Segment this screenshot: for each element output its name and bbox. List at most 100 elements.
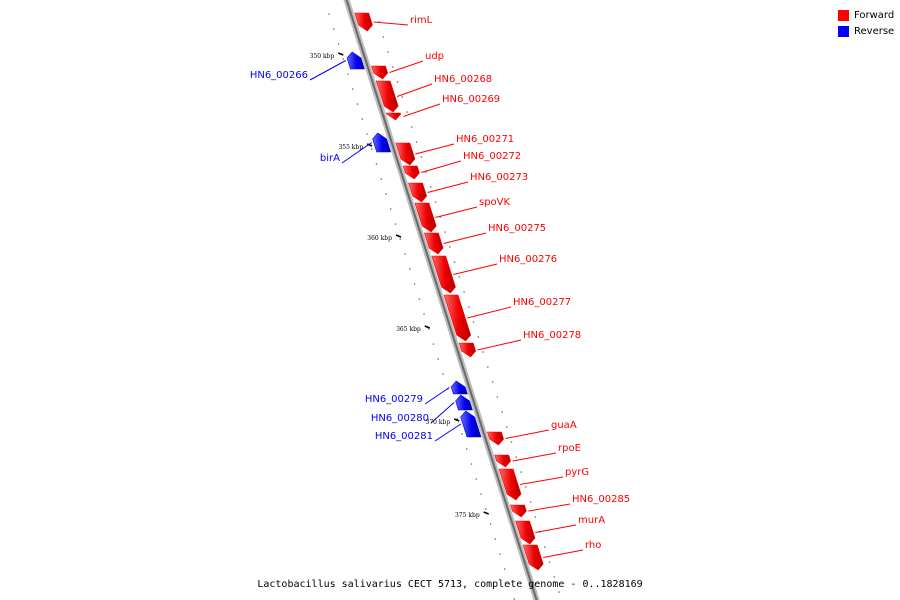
gene-leader-line [453,263,498,275]
track-dot [553,576,556,578]
ruler-dot [332,28,335,30]
ruler-dot [380,178,383,180]
legend-forward-label: Forward [854,9,895,21]
track-dot [534,516,537,518]
scale-label: 370 kbp [426,419,451,426]
gene-leader-line [477,339,522,351]
gene-leader-line [519,476,564,485]
track-dot [401,96,404,98]
gene-hn6_00272 [402,165,420,180]
ruler-dot [503,568,506,570]
gene-leader-line [427,181,469,193]
gene-hn6_00268 [375,80,399,113]
scale-tick [453,418,460,422]
track-dot [406,111,408,113]
gene-leader-line [505,429,550,439]
gene-leader-line [373,21,409,26]
track-dot [392,66,394,68]
ruler-dot [461,433,463,435]
ruler-dot [484,508,487,510]
ruler-dot [480,493,482,495]
ruler-dot [465,448,468,450]
gene-rho [522,544,544,571]
track-dot [520,471,522,473]
track-dot [472,321,475,323]
gene-hn6_00275 [423,232,444,255]
ruler-dot [399,238,402,240]
track-dot [491,381,494,383]
ruler-dot [418,298,421,300]
ruler-dot [328,13,330,15]
gene-leader-line [528,503,571,512]
ruler-dot [413,283,416,285]
gene-label: rpoE [558,443,581,454]
scale-label: 350 kbp [310,53,335,60]
track-dot [506,426,508,428]
track-dot [434,201,437,203]
gene-leader-line [512,452,557,462]
forward-swatch [838,9,849,21]
ruler-dot [475,478,478,480]
gene-label: HN6_00273 [470,172,528,183]
gene-leader-line [434,423,462,442]
ruler-dot [442,373,444,375]
gene-label: HN6_00278 [523,330,581,341]
gene-label: HN6_00275 [488,223,546,234]
track-dot [453,261,456,263]
gene-leader-line [424,387,450,405]
ruler-dot [513,598,516,600]
legend-forward: Forward [838,8,894,22]
gene-hn6_00277 [443,294,472,342]
scale-tick [483,511,489,515]
scale-label: 355 kbp [338,144,363,151]
scale-tick [338,52,344,56]
gene-leader-line [467,306,512,319]
ruler-dot [342,58,345,60]
gene-hn6_00278 [458,342,477,358]
gene-bira [372,132,392,153]
gene-mura [515,520,536,545]
gene-leader-line [535,524,577,533]
gene-leader-line [543,549,584,558]
ruler-dot [347,73,349,75]
gene-hn6_00280 [455,394,473,411]
track-dot [411,126,413,128]
ruler-dot [423,313,425,315]
track-dot [396,81,399,83]
track-dot [468,306,470,308]
track-dot [382,36,385,38]
gene-leader-line [403,103,441,117]
gene-pyrg [498,468,522,501]
track-dot [548,561,551,563]
track-dot [558,591,560,593]
track-dot [449,246,451,248]
gene-leader-line [435,206,478,218]
gene-label: udp [425,51,444,62]
gene-label: HN6_00281 [375,431,433,442]
gene-label: rimL [410,15,433,26]
gene-label: murA [578,515,605,526]
gene-hn6_00276 [431,255,456,294]
legend-reverse: Reverse [838,24,894,38]
scale-tick [424,325,431,329]
scale-label: 365 kbp [396,326,421,333]
gene-leader-line [309,60,346,81]
track-dot [477,336,480,338]
gene-label: HN6_00276 [499,254,557,265]
track-dot [515,456,518,458]
legend-reverse-label: Reverse [854,25,895,37]
gene-label: HN6_00280 [371,413,429,424]
track-dot [458,276,461,278]
track-dot [496,396,499,398]
gene-leader-line [396,83,433,97]
ruler-dot [356,103,359,105]
ruler-dot [385,193,387,195]
gene-label: HN6_00277 [513,297,571,308]
gene-leader-line [430,402,455,424]
gene-label: HN6_00271 [456,134,514,145]
legend: Forward Reverse [838,8,894,40]
track-dot [387,51,389,53]
gene-hn6_00279 [450,380,468,395]
ruler-dot [432,343,435,345]
